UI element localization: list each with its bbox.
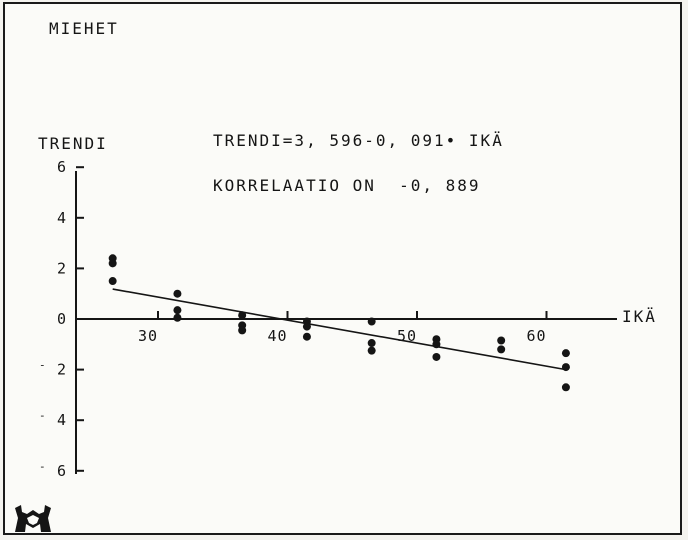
x-tick-label: 40 bbox=[267, 327, 287, 345]
trend-equation: TRENDI=3, 596-0, 091• IKÄ bbox=[213, 131, 504, 150]
data-point bbox=[108, 259, 117, 268]
x-ticks: 30 40 50 60 bbox=[138, 311, 548, 345]
chart-frame: MIEHET TRENDI TRENDI=3, 596-0, 091• IKÄ … bbox=[3, 2, 682, 535]
data-point bbox=[173, 306, 182, 315]
y-tick-minus-sign: - bbox=[39, 409, 46, 422]
data-point bbox=[302, 322, 311, 331]
data-point bbox=[367, 317, 376, 326]
x-axis-label: IKÄ bbox=[622, 307, 657, 326]
data-point bbox=[173, 289, 182, 298]
data-point bbox=[432, 340, 441, 349]
chart-svg: MIEHET TRENDI TRENDI=3, 596-0, 091• IKÄ … bbox=[38, 19, 657, 480]
y-tick-label: 4 bbox=[57, 411, 67, 429]
data-point bbox=[367, 346, 376, 355]
data-points bbox=[108, 254, 570, 392]
data-point bbox=[561, 349, 570, 358]
data-point bbox=[497, 336, 506, 345]
data-point bbox=[561, 363, 570, 372]
y-tick-minus-sign: - bbox=[39, 359, 46, 372]
y-axis-label: TRENDI bbox=[38, 134, 108, 153]
y-tick-minus-sign: - bbox=[39, 460, 46, 473]
x-tick-label: 30 bbox=[138, 327, 158, 345]
data-point bbox=[238, 326, 247, 335]
trend-line bbox=[112, 288, 567, 371]
y-tick-label: 0 bbox=[57, 310, 67, 328]
chart-title: MIEHET bbox=[49, 19, 119, 38]
y-tick-label: 6 bbox=[57, 158, 67, 176]
data-point bbox=[173, 313, 182, 322]
data-point bbox=[238, 311, 247, 320]
data-point bbox=[367, 339, 376, 348]
correlation-text: KORRELAATIO ON -0, 889 bbox=[213, 176, 481, 195]
sfinx-shield-icon bbox=[15, 505, 51, 532]
data-point bbox=[108, 277, 117, 286]
y-tick-label: 6 bbox=[57, 462, 67, 480]
data-point bbox=[497, 345, 506, 354]
y-tick-label: 2 bbox=[57, 259, 67, 277]
y-tick-label: 4 bbox=[57, 209, 67, 227]
x-tick-label: 60 bbox=[526, 327, 546, 345]
data-point bbox=[561, 383, 570, 392]
data-point bbox=[302, 332, 311, 341]
y-tick-label: 2 bbox=[57, 361, 67, 379]
data-point bbox=[432, 352, 441, 361]
